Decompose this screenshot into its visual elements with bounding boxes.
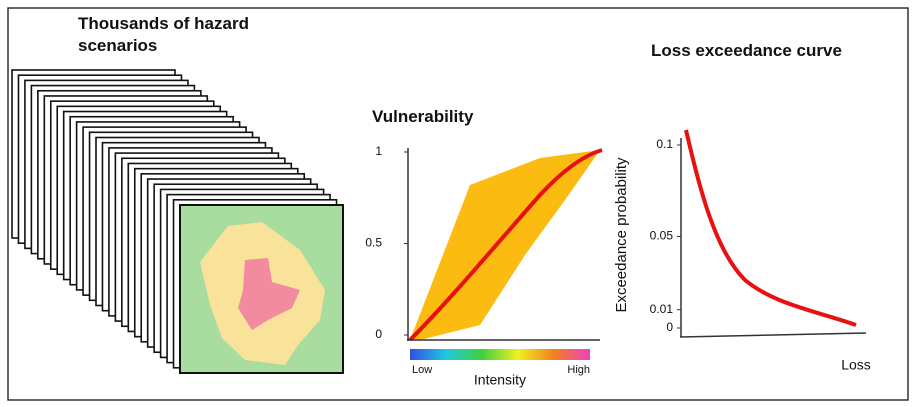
tick-label: 0.5: [365, 236, 382, 250]
tick-label: 0.05: [650, 229, 674, 243]
tick-label: 0: [375, 327, 382, 341]
zone-high: [238, 258, 300, 330]
loss-plot: 0 0.01 0.05 0.1 Exceedance probability Loss: [613, 129, 871, 373]
x-axis-label: Intensity: [474, 372, 526, 388]
loss-title: Loss exceedance curve: [651, 41, 842, 60]
vulnerability-plot: 00.51 Low Intensity High: [365, 144, 603, 388]
uncertainty-band: [410, 150, 600, 340]
x-axis: [679, 332, 867, 338]
hazard-title: Thousands of hazard scenarios: [78, 14, 249, 55]
frame-border: [7, 7, 909, 401]
loss-curve: [684, 129, 857, 327]
tick-label: 1: [375, 144, 382, 158]
mean-curve: [408, 148, 603, 342]
tick-label: 0: [666, 320, 673, 334]
y-axis-label: Exceedance probability: [613, 157, 630, 313]
intensity-colorbar: [410, 349, 590, 360]
tick-label: 0.01: [650, 302, 674, 316]
vulnerability-title: Vulnerability: [372, 107, 474, 126]
hazard-map: [179, 204, 344, 374]
tick-label: 0.1: [656, 137, 673, 151]
low-label: Low: [412, 364, 432, 376]
x-axis-label: Loss: [841, 357, 871, 373]
y-ticks: 00.51: [365, 144, 408, 341]
y-ticks: 0 0.01 0.05 0.1: [650, 137, 681, 334]
high-label: High: [567, 364, 590, 376]
